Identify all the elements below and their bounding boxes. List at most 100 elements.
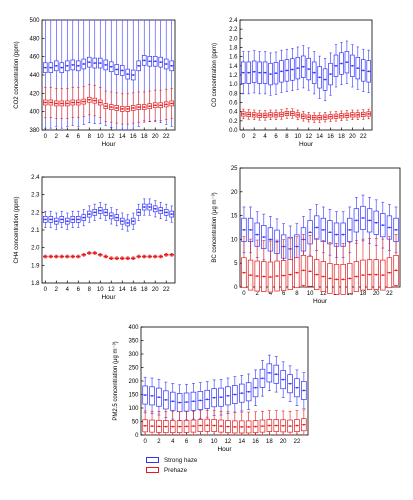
x-tick-label: 6 — [77, 134, 81, 140]
prehaze-box — [204, 410, 211, 436]
x-tick-label: 16 — [346, 291, 353, 297]
prehaze-box — [267, 240, 274, 293]
prehaze-box — [347, 242, 353, 294]
mean-marker — [93, 62, 96, 64]
prehaze-box — [119, 93, 125, 125]
mean-marker — [99, 253, 102, 256]
strong-haze-box — [280, 361, 286, 398]
strong-haze-box — [311, 51, 317, 95]
strong-haze-box — [86, 205, 92, 223]
y-tick-label: 15 — [231, 214, 238, 220]
x-tick-label: 20 — [152, 134, 159, 140]
mean-marker — [322, 229, 325, 231]
mean-marker — [282, 425, 284, 427]
mean-marker — [362, 69, 365, 72]
prehaze-box — [169, 411, 176, 436]
prehaze-box — [361, 109, 366, 120]
strong-haze-box — [158, 202, 163, 220]
prehaze-box — [152, 89, 158, 121]
mean-marker — [346, 114, 348, 117]
prehaze-box — [108, 91, 114, 123]
x-tick-label: 4 — [263, 134, 267, 140]
mean-marker — [44, 66, 47, 69]
mean-marker — [213, 424, 215, 427]
x-tick-label: 16 — [130, 134, 137, 140]
prehaze-box — [65, 254, 70, 259]
prehaze-box — [360, 238, 366, 291]
prehaze-box — [54, 87, 59, 119]
x-tick-label: 18 — [338, 134, 345, 140]
prehaze-box — [268, 109, 273, 121]
mean-marker — [93, 211, 96, 214]
prehaze-box — [273, 109, 279, 121]
prehaze-box — [241, 108, 246, 120]
mean-marker — [275, 72, 277, 74]
prehaze-box — [92, 251, 98, 255]
mean-marker — [104, 211, 107, 214]
mean-marker — [355, 219, 358, 222]
prehaze-box — [301, 409, 307, 436]
plot-frame — [41, 176, 176, 284]
prehaze-box — [274, 239, 280, 292]
prehaze-box — [301, 111, 306, 122]
mean-marker — [71, 255, 74, 258]
strong-haze-box — [130, 212, 136, 230]
legend-item-strong-haze: Strong haze — [146, 455, 197, 465]
mean-marker — [286, 69, 288, 72]
x-axis-label: Hour — [313, 298, 328, 305]
x-tick-label: 22 — [294, 439, 301, 445]
strong-haze-box — [97, 202, 103, 220]
prehaze-box — [163, 411, 169, 436]
prehaze-box — [158, 89, 163, 121]
y-tick-label: 5 — [234, 261, 238, 267]
prehaze-box — [136, 254, 142, 259]
prehaze-box — [262, 110, 268, 121]
prehaze-box — [119, 256, 125, 261]
y-tick-label: 50 — [132, 420, 139, 426]
mean-marker — [144, 394, 146, 396]
x-tick-label: 4 — [66, 134, 70, 140]
mean-marker — [275, 373, 278, 376]
x-tick-label: 8 — [295, 291, 299, 297]
prehaze-box — [294, 236, 300, 289]
mean-marker — [340, 62, 343, 65]
mean-marker — [309, 231, 311, 234]
strong-haze-box — [350, 44, 355, 88]
mean-marker — [261, 377, 264, 380]
mean-marker — [268, 424, 271, 427]
strong-haze-box — [48, 210, 54, 228]
mean-marker — [55, 255, 58, 258]
prehaze-box — [287, 410, 293, 436]
mean-marker — [185, 401, 188, 403]
mean-marker — [110, 257, 113, 260]
mean-marker — [388, 271, 391, 274]
prehaze-box — [86, 251, 92, 255]
strong-haze-box — [266, 354, 273, 392]
mean-marker — [318, 76, 321, 79]
strong-haze-box — [103, 203, 109, 221]
prehaze-box — [43, 254, 48, 259]
y-tick-label: 400 — [29, 110, 40, 116]
mean-marker — [115, 107, 118, 109]
prehaze-box — [259, 410, 266, 436]
prehaze-box — [48, 87, 54, 118]
mean-marker — [110, 215, 113, 217]
strong-haze-box — [190, 383, 197, 420]
prehaze-box — [70, 87, 76, 118]
mean-marker — [143, 206, 146, 208]
mean-marker — [296, 424, 298, 427]
strong-haze-box — [273, 51, 279, 95]
mean-marker — [143, 255, 146, 258]
mean-marker — [254, 425, 257, 428]
prehaze-box — [279, 109, 284, 120]
prehaze-box — [169, 252, 174, 257]
mean-marker — [234, 426, 236, 428]
prehaze-box — [322, 112, 328, 123]
strong-haze-box — [141, 198, 147, 216]
x-tick-label: 20 — [280, 439, 287, 445]
mean-marker — [44, 101, 47, 104]
mean-marker — [77, 218, 80, 221]
mean-marker — [165, 211, 168, 214]
prehaze-box — [65, 87, 70, 119]
mean-marker — [154, 208, 157, 210]
